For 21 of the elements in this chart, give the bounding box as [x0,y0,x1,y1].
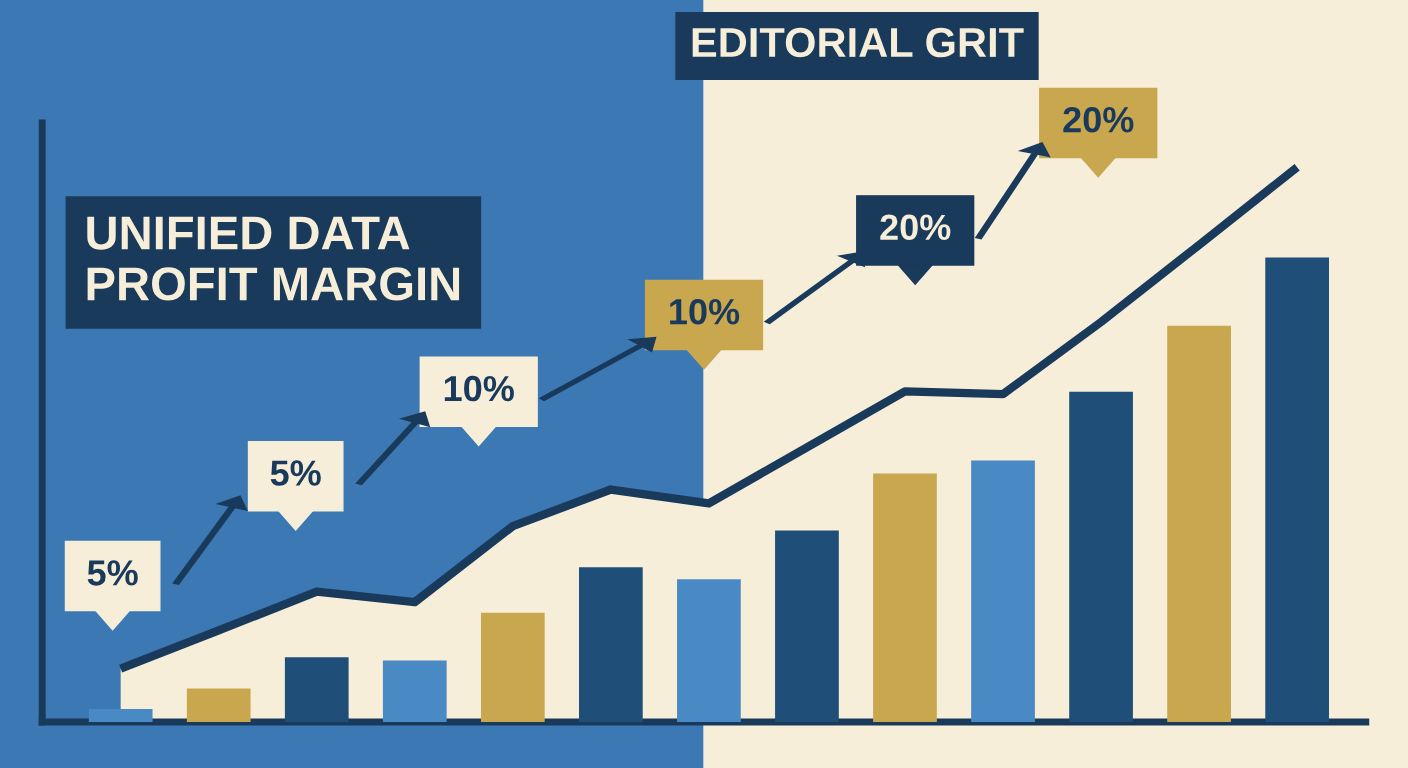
bar [382,660,447,722]
bar [1069,391,1133,722]
annotation: 10% [444,375,514,402]
annotation: 5% [87,560,138,586]
bar [1265,257,1329,722]
annotation: 20% [880,214,951,241]
bar [88,708,153,722]
text: 20% [1063,107,1134,133]
chart-subtitle: EDITORIAL GRIT [692,27,1024,58]
bar [1167,325,1231,722]
bar [186,688,251,722]
bar [775,530,839,722]
annotation: 5% [270,460,321,486]
bar [284,657,349,722]
bar [873,473,937,722]
bar [579,567,643,722]
chart-title: UNIFIED DATA PROFIT MARGIN [87,216,460,301]
bar [677,579,741,722]
bar [971,460,1035,722]
bar [480,612,545,722]
annotation: 10% [670,299,740,325]
